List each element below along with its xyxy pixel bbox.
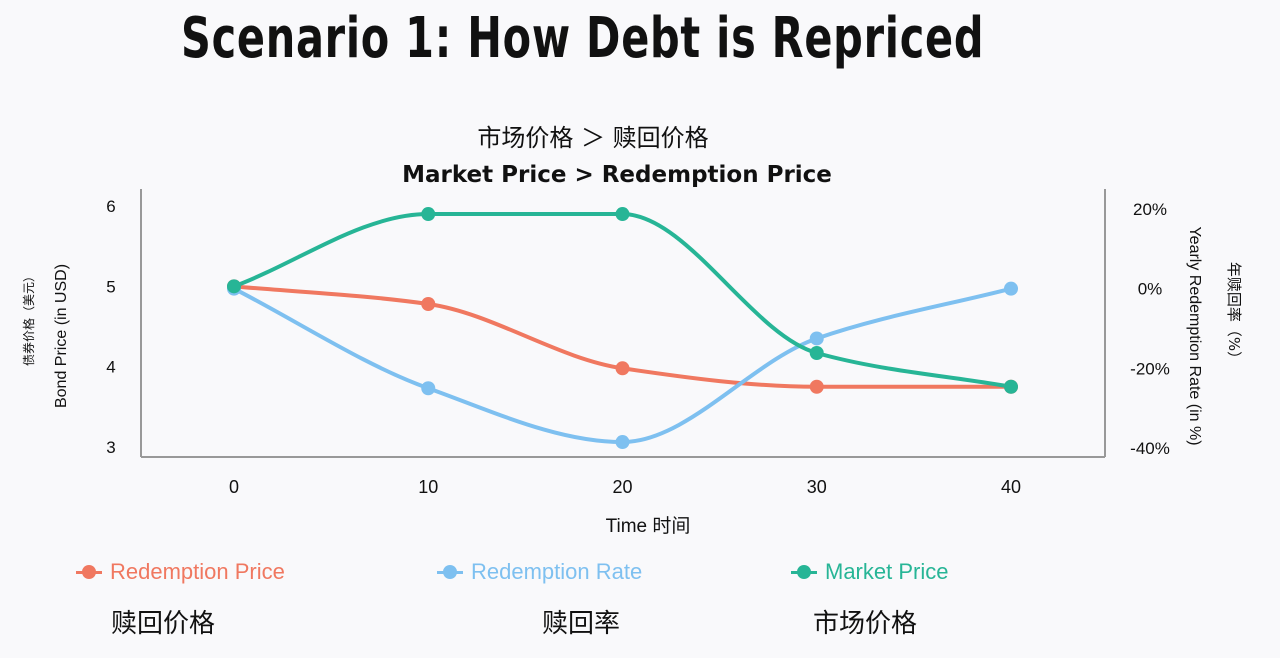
y-right-tick-label: 0% [1138,280,1163,299]
legend-marker-icon [437,561,463,583]
legend-redemption-price: Redemption Price [76,557,285,587]
y-right-tick-label: -20% [1130,359,1170,378]
data-point-redemption-rate [421,381,436,396]
right-axis-label-cn: 年赎回率（%） [1225,262,1243,366]
legend-marker-icon [76,561,102,583]
legend-cn-redemption-price: 赎回价格 [111,609,216,639]
legend-redemption-rate: Redemption Rate [437,557,642,587]
legend-label: Market Price [825,559,949,584]
data-point-redemption-price [615,361,630,376]
slide-title: Scenario 1: How Debt is Repriced [180,6,985,71]
legend-marker-icon [791,561,817,583]
x-axis-label: Time 时间 [606,515,691,537]
y-right-tick-label: 20% [1133,200,1167,219]
y-left-tick-label: 6 [106,197,115,216]
left-axis-label-cn: 债券价格（美元） [21,270,36,366]
chart-title: Market Price > Redemption Price [402,162,832,188]
data-point-redemption-rate [809,331,824,346]
line-chart: 市场价格 ＞ 赎回价格 Market Price > Redemption Pr… [21,124,1243,537]
legend-cn-redemption-rate: 赎回率 [542,609,621,639]
y-left-tick-label: 4 [106,358,115,377]
data-point-market-price [809,346,824,361]
chart-title-cn: 市场价格 ＞ 赎回价格 [477,124,708,152]
data-point-redemption-rate [1004,281,1018,296]
legend-market-price: Market Price [791,557,948,587]
data-point-market-price [421,207,436,222]
y-left-tick-label: 3 [106,438,115,457]
data-point-redemption-price [809,379,824,394]
data-point-market-price [615,207,630,222]
x-tick-label: 0 [229,477,239,497]
left-axis-label: Bond Price (in USD) [53,264,70,408]
series-line-market-price [232,212,1013,389]
x-tick-label: 30 [807,477,827,497]
y-left-tick-label: 5 [106,277,115,296]
data-point-market-price [227,279,241,294]
x-tick-label: 40 [1001,477,1021,497]
data-point-redemption-rate [615,435,630,450]
data-point-market-price [1004,379,1018,394]
right-axis-label: Yearly Redemption Rate (in %) [1186,226,1203,445]
legend-cn-market-price: 市场价格 [813,609,918,639]
y-right-tick-label: -40% [1130,439,1170,458]
data-point-redemption-price [421,297,436,312]
x-tick-label: 10 [418,477,438,497]
legend-label: Redemption Price [110,559,285,584]
x-tick-label: 20 [612,477,632,497]
legend-label: Redemption Rate [471,559,643,584]
